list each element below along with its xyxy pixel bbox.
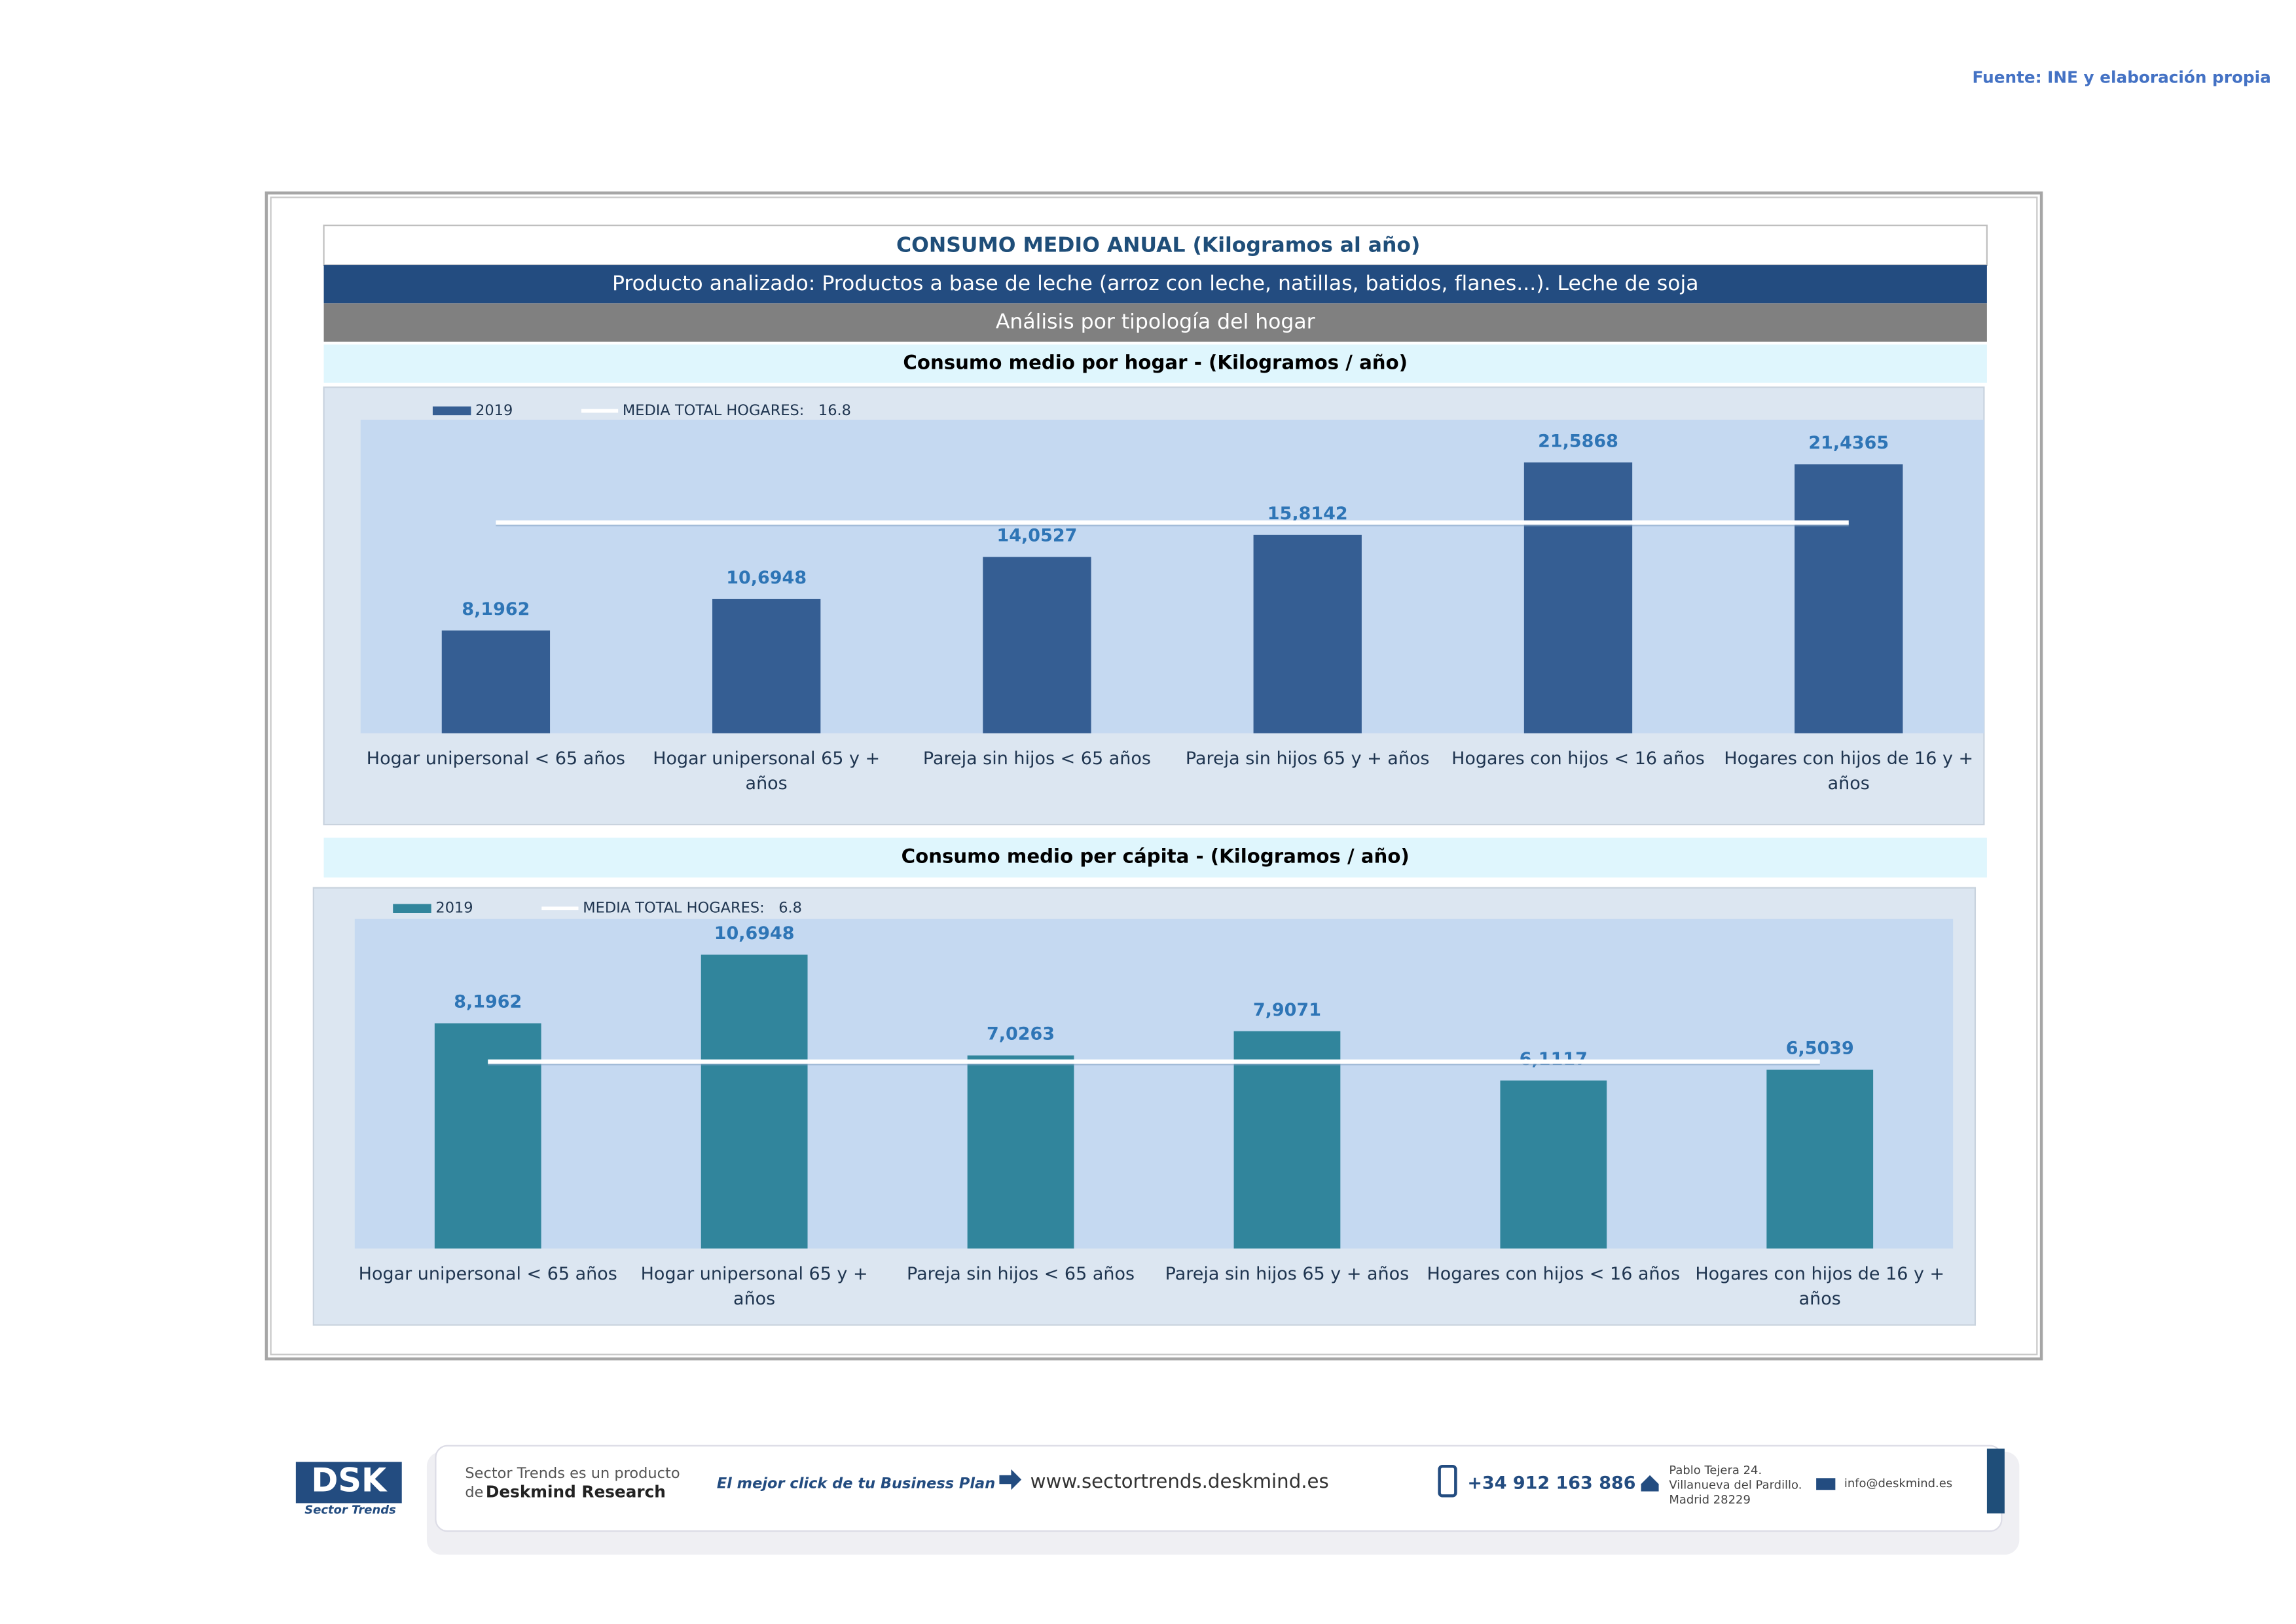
x-tick-label-box: Hogar unipersonal < 65 años: [366, 748, 625, 769]
x-tick-label: Pareja sin hijos < 65 años: [907, 1263, 1135, 1284]
chart-title: Consumo medio por hogar - (Kilogramos / …: [903, 351, 1408, 373]
x-tick-label: Hogar unipersonal 65 y + años: [640, 1263, 868, 1309]
bar: [1523, 462, 1633, 733]
phone-icon: [1438, 1465, 1457, 1498]
web-icon: [999, 1469, 1022, 1490]
x-tick-label-box: Pareja sin hijos < 65 años: [922, 748, 1151, 769]
product-band: [323, 265, 1987, 304]
bar: [701, 954, 808, 1249]
legend-mean-value: 16.8: [818, 402, 851, 419]
logo-box: [295, 1462, 402, 1504]
x-tick-label-box: Pareja sin hijos 65 y + años: [1165, 1263, 1410, 1284]
home-icon: [1641, 1475, 1659, 1492]
address: Madrid 28229: [1669, 1493, 1751, 1507]
legend-mean-label: MEDIA TOTAL HOGARES:: [583, 900, 764, 917]
x-tick-label: Hogares con hijos < 16 años: [1427, 1263, 1681, 1284]
value-label: 8,1962: [454, 992, 522, 1012]
x-tick-label: Hogares con hijos de 16 y + años: [1695, 1263, 1945, 1309]
bar: [434, 1023, 541, 1249]
x-tick-label-box: Pareja sin hijos < 65 años: [907, 1263, 1135, 1284]
title: CONSUMO MEDIO ANUAL (Kilogramos al año): [896, 234, 1420, 257]
legend-label: 2019: [435, 900, 473, 917]
value-label: 8,1962: [462, 599, 530, 619]
bar: [1795, 464, 1903, 733]
footer: DSK Sector Trends Sector Trends es un pr…: [295, 1445, 2020, 1555]
product: Producto analizado: Productos a base de …: [612, 272, 1699, 295]
bar: [1253, 534, 1362, 733]
value-label: 21,5868: [1538, 431, 1618, 451]
frame-inner: [270, 196, 2038, 1356]
analysis-band: [323, 303, 1987, 342]
web: www.sectortrends.deskmind.es: [1030, 1470, 1329, 1492]
analysis: Análisis por tipología del hogar: [996, 310, 1315, 334]
address: Pablo Tejera 24.: [1669, 1464, 1762, 1477]
slogan: El mejor click de tu Business Plan: [717, 1475, 995, 1492]
value-label: 7,9071: [1253, 1000, 1321, 1020]
value-label: 21,4365: [1808, 433, 1889, 453]
x-tick-label-box: Hogares con hijos de 16 y + años: [1724, 748, 1974, 794]
logo-sub: Sector Trends: [304, 1504, 396, 1517]
plot-area: [354, 918, 1954, 1249]
bar: [441, 630, 551, 733]
value-label: 6,5039: [1786, 1039, 1854, 1059]
bar: [967, 1055, 1074, 1249]
logo: DSK: [311, 1461, 388, 1499]
chart-title: Consumo medio per cápita - (Kilogramos /…: [902, 845, 1410, 868]
mail-icon: [1816, 1478, 1836, 1490]
subtitle-band: [323, 344, 1987, 383]
phone: +34 912 163 886: [1467, 1473, 1635, 1494]
x-tick-label-box: Hogar unipersonal 65 y + años: [653, 748, 881, 794]
x-tick-label-box: Hogares con hijos < 16 años: [1427, 1263, 1681, 1284]
value-label: 10,6948: [726, 568, 807, 588]
x-tick-label-box: Hogares con hijos de 16 y + años: [1695, 1263, 1945, 1309]
legend-label: 2019: [475, 402, 513, 419]
x-tick-label: Hogares con hijos de 16 y + años: [1724, 748, 1974, 794]
plot-area: [360, 419, 1984, 733]
x-tick-label: Hogar unipersonal < 65 años: [366, 748, 625, 769]
value-label: 6,1117: [1520, 1049, 1588, 1069]
footer-line2-prefix: de: [465, 1484, 483, 1501]
bar: [1233, 1031, 1341, 1249]
legend-mean-label: MEDIA TOTAL HOGARES:: [623, 402, 804, 419]
x-tick-label-box: Pareja sin hijos 65 y + años: [1185, 748, 1430, 769]
bar: [983, 557, 1091, 733]
bar: [1500, 1080, 1607, 1249]
x-tick-label: Hogares con hijos < 16 años: [1451, 748, 1705, 769]
x-tick-label-box: Hogares con hijos < 16 años: [1451, 748, 1705, 769]
x-tick-label-box: Hogar unipersonal < 65 años: [358, 1263, 617, 1284]
address: Villanueva del Pardillo.: [1669, 1478, 1802, 1492]
title-box: [323, 225, 1988, 266]
x-tick-label: Pareja sin hijos 65 y + años: [1185, 748, 1430, 769]
bar: [712, 599, 821, 733]
footer-brand: Deskmind Research: [486, 1483, 666, 1502]
email: info@deskmind.es: [1844, 1477, 1952, 1490]
value-label: 7,0263: [987, 1024, 1055, 1044]
legend-swatch: [432, 406, 471, 416]
value-label: 10,6948: [714, 923, 795, 944]
footer-line1: Sector Trends es un producto: [465, 1465, 680, 1482]
x-tick-label: Hogar unipersonal 65 y + años: [653, 748, 881, 794]
legend-mean-value: 6.8: [778, 900, 802, 917]
x-tick-label: Pareja sin hijos < 65 años: [922, 748, 1151, 769]
subtitle-band: [323, 838, 1987, 878]
legend-swatch: [393, 904, 431, 913]
bar: [1766, 1069, 1874, 1249]
footer-accent: [1986, 1449, 2005, 1514]
x-tick-label: Hogar unipersonal < 65 años: [358, 1263, 617, 1284]
source: Fuente: INE y elaboración propia: [1973, 67, 2271, 86]
value-label: 14,0527: [997, 526, 1078, 546]
x-tick-label: Pareja sin hijos 65 y + años: [1165, 1263, 1410, 1284]
x-tick-label-box: Hogar unipersonal 65 y + años: [640, 1263, 868, 1309]
